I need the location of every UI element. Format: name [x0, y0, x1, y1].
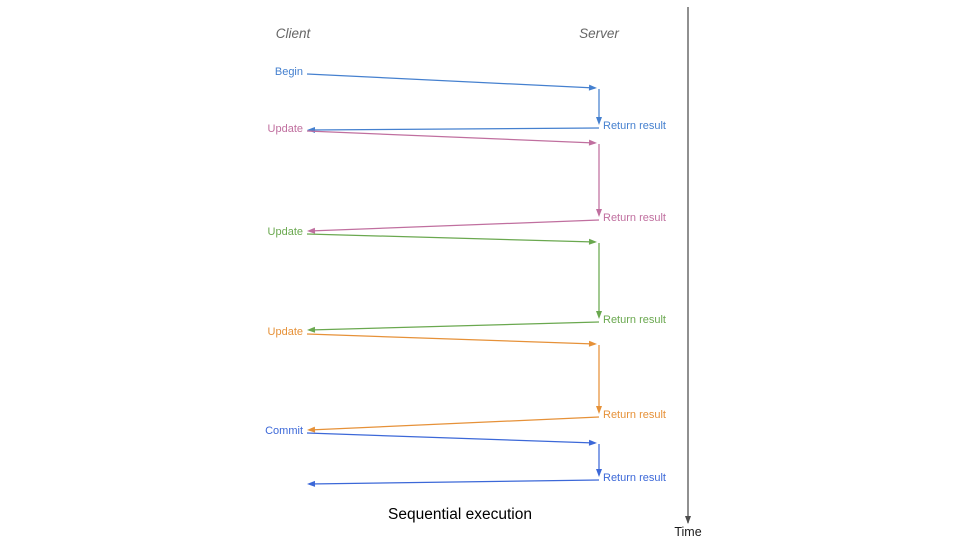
return-arrowhead-3: [307, 426, 316, 433]
return-result-label-0: Return result: [603, 120, 666, 132]
return-result-label-2: Return result: [603, 314, 666, 326]
server-arrowhead-2: [596, 311, 602, 319]
server-arrowhead-1: [596, 209, 602, 217]
return-line-3: [308, 416, 600, 431]
return-result-label-1: Return result: [603, 212, 666, 224]
call-label-4: Commit: [265, 425, 303, 437]
server-arrowhead-4: [596, 469, 602, 477]
request-arrowhead-2: [588, 238, 597, 245]
request-line-4: [306, 432, 596, 444]
time-axis-arrowhead: [685, 516, 691, 524]
time-axis-label: Time: [674, 525, 702, 539]
request-arrowhead-1: [588, 139, 597, 146]
return-result-label-3: Return result: [603, 409, 666, 421]
return-arrowhead-1: [307, 227, 316, 234]
return-arrowhead-4: [307, 480, 316, 487]
request-line-3: [306, 333, 596, 345]
request-line-0: [306, 73, 596, 89]
request-arrowhead-0: [588, 84, 597, 91]
diagram-title: Sequential execution: [388, 506, 532, 523]
server-column-label: Server: [579, 26, 619, 41]
return-line-1: [308, 219, 600, 232]
request-arrowhead-4: [588, 439, 597, 446]
request-arrowhead-3: [588, 340, 597, 347]
call-label-2: Update: [267, 226, 303, 238]
return-arrowhead-0: [307, 126, 316, 133]
call-label-1: Update: [267, 123, 303, 135]
server-arrowhead-0: [596, 117, 602, 125]
return-line-2: [308, 321, 600, 331]
return-result-label-4: Return result: [603, 472, 666, 484]
return-arrowhead-2: [307, 326, 316, 333]
return-line-4: [308, 479, 600, 485]
call-label-3: Update: [267, 326, 303, 338]
client-column-label: Client: [275, 26, 311, 41]
server-arrowhead-3: [596, 406, 602, 414]
return-line-0: [308, 127, 600, 131]
request-line-2: [306, 233, 596, 243]
request-line-1: [306, 130, 596, 144]
call-label-0: Begin: [274, 66, 303, 78]
